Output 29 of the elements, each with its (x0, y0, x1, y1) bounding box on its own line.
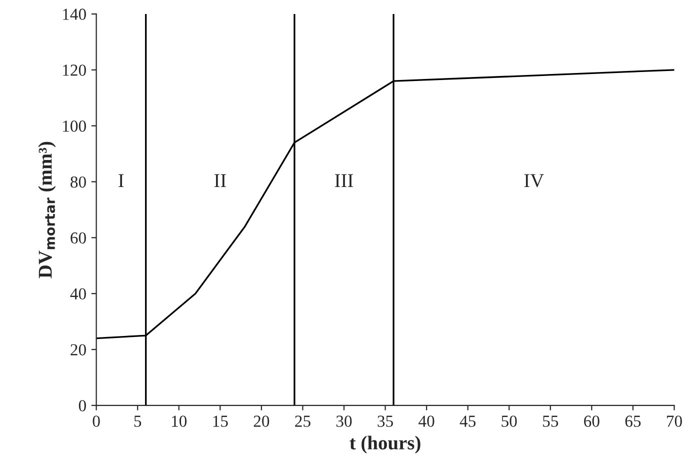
x-axis-title: t (hours) (350, 436, 420, 454)
x-tick-label: 20 (254, 416, 270, 427)
annotation: I (118, 174, 124, 187)
x-tick-label: 25 (295, 416, 310, 427)
x-tick-label: 10 (172, 416, 187, 427)
x-tick-label: 45 (460, 416, 476, 427)
annotation: II (214, 174, 226, 187)
x-tick-label: 5 (134, 416, 142, 427)
x-tick-label: 65 (625, 416, 641, 427)
y-tick-label: 20 (70, 344, 86, 356)
y-tick-label: 100 (63, 120, 86, 132)
x-tick-label: 30 (336, 416, 352, 427)
x-tick-label: 15 (213, 416, 228, 427)
y-axis-title: DV$_{mortar}$ (mm³) (38, 142, 56, 278)
y-tick-label: 80 (70, 176, 86, 188)
y-tick-label: 0 (78, 400, 86, 412)
annotation: III (334, 174, 354, 187)
y-tick-label: 140 (63, 8, 86, 20)
x-tick-label: 35 (378, 416, 393, 427)
x-tick-label: 55 (543, 416, 558, 427)
annotation: IV (524, 174, 544, 188)
x-tick-label: 60 (584, 416, 600, 427)
y-tick-label: 60 (70, 232, 86, 244)
x-tick-label: 50 (502, 416, 517, 427)
x-tick-label: 0 (92, 416, 100, 427)
y-tick-label: 120 (63, 64, 86, 76)
x-tick-label: 70 (667, 416, 682, 427)
y-tick-label: 40 (70, 288, 86, 300)
x-tick-label: 40 (418, 416, 434, 427)
